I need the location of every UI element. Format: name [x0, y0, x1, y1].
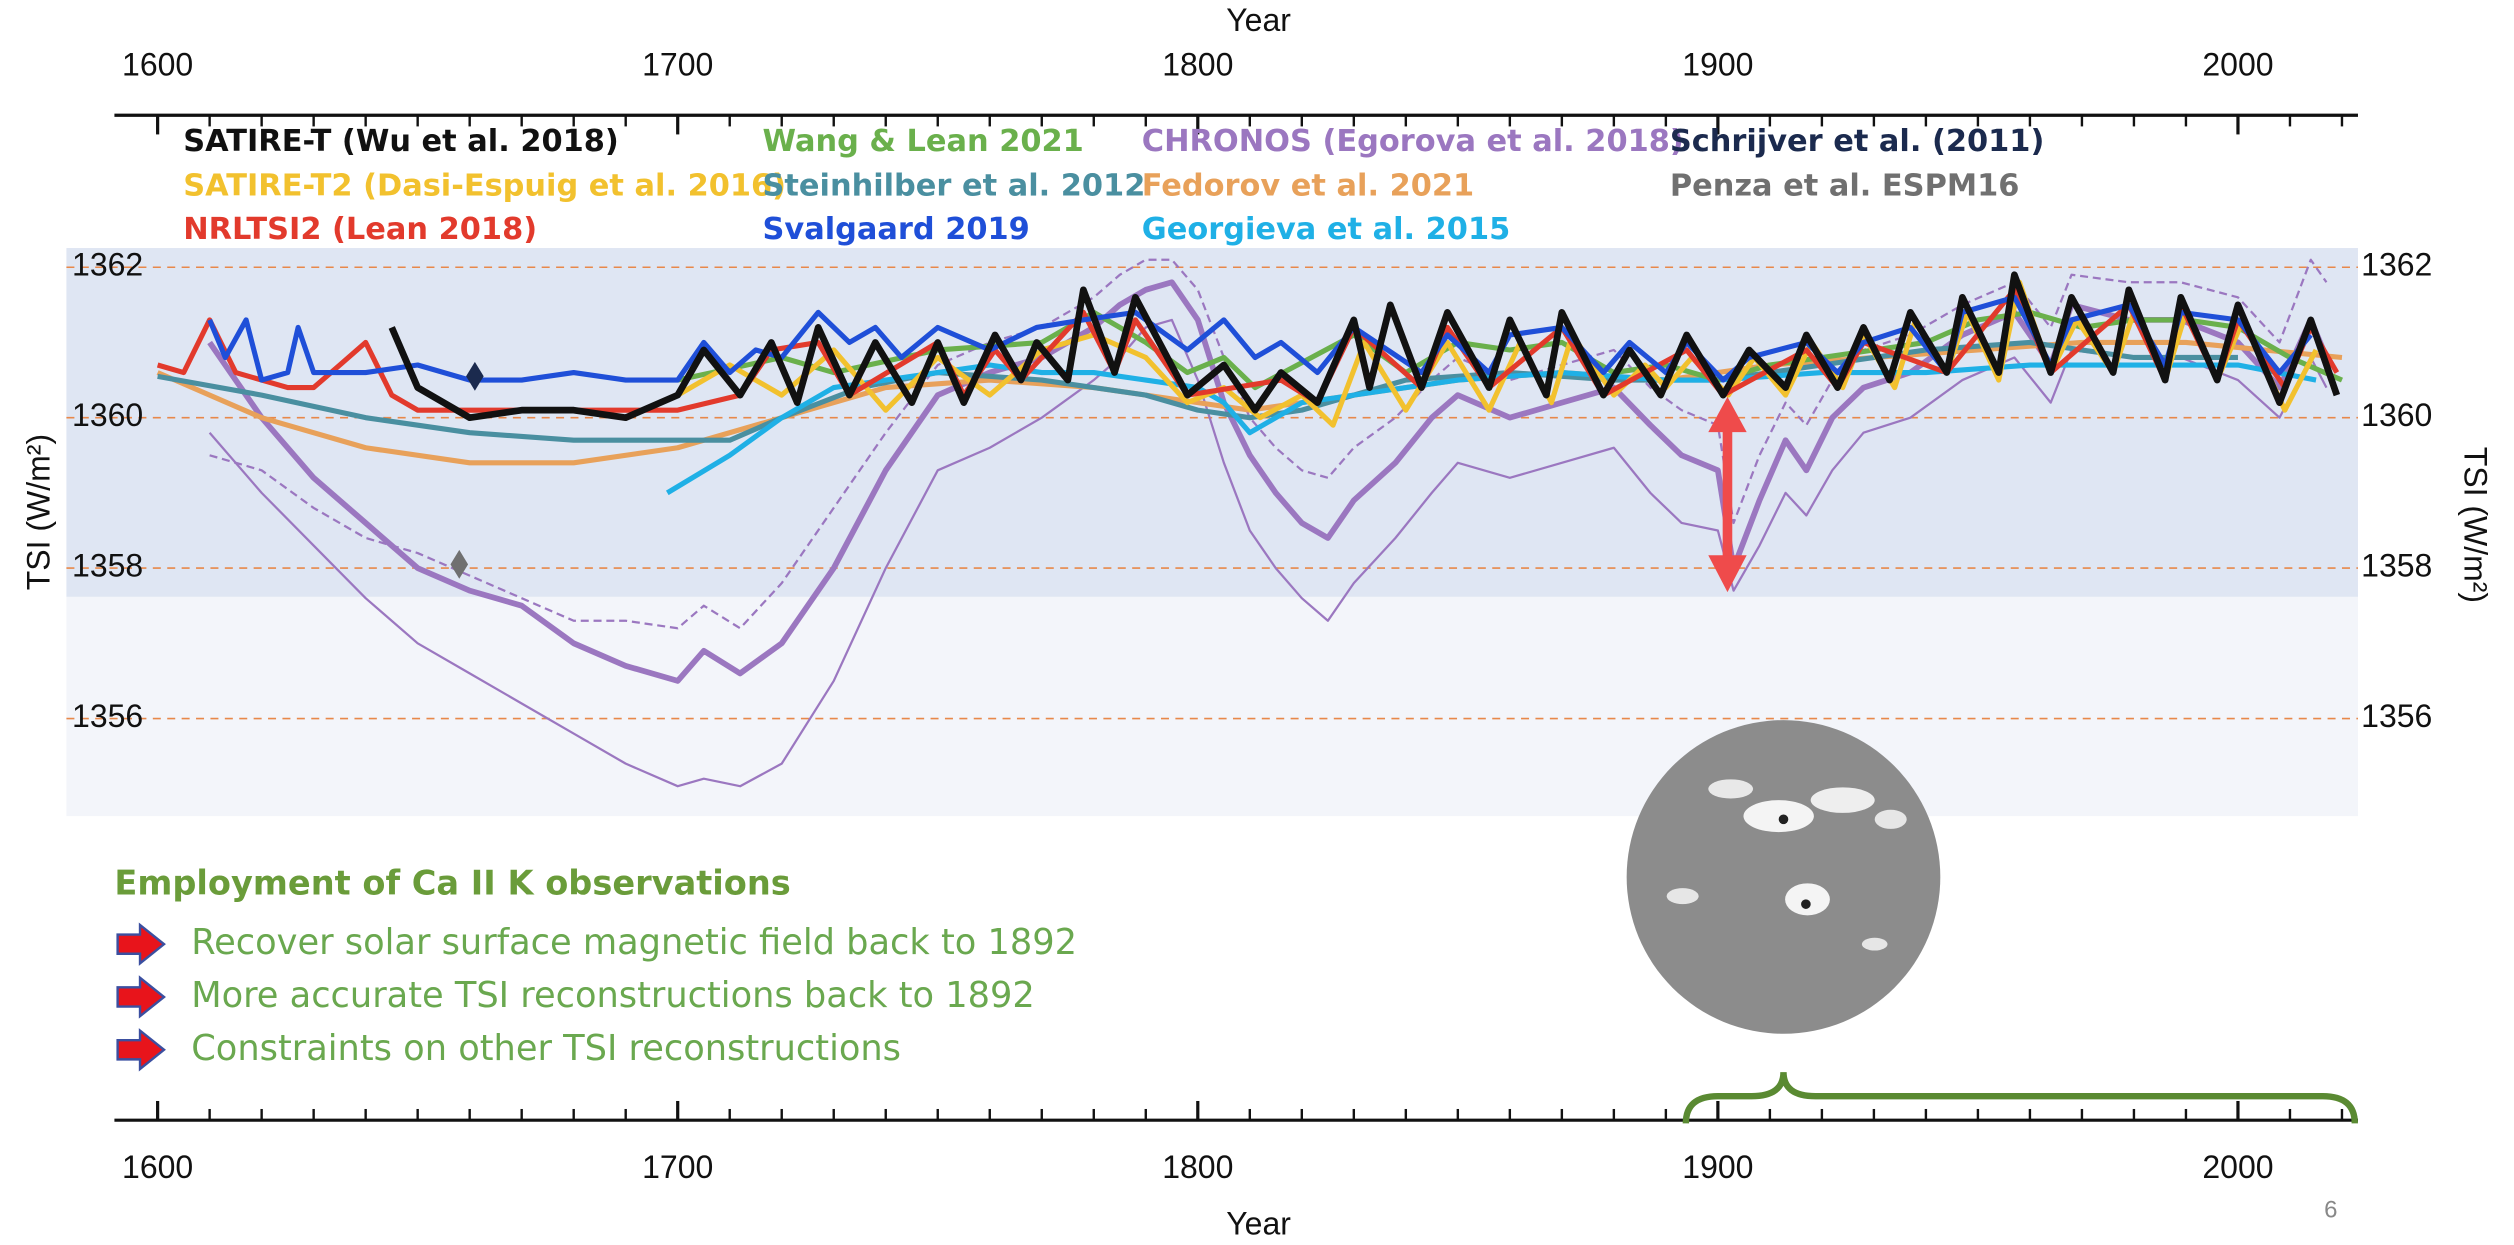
y-tick-label-right: 1362: [2361, 247, 2432, 283]
x-tick-label-bottom: 1700: [642, 1149, 713, 1185]
notes-list: Recover solar surface magnetic field bac…: [118, 922, 1077, 1069]
bullet-text: Constraints on other TSI reconstructions: [191, 1028, 901, 1069]
page-number: 6: [2324, 1197, 2337, 1224]
y-axis-title-right: TSI (W/m²): [2458, 447, 2494, 603]
x-axis-title-top: Year: [1226, 2, 1291, 38]
bullet-arrow: [118, 1031, 164, 1069]
y-tick-label-left: 1356: [72, 698, 143, 734]
x-tick-label-bottom: 1900: [1682, 1149, 1753, 1185]
y-tick-label-right: 1360: [2361, 397, 2432, 433]
y-tick-label-left: 1362: [72, 247, 143, 283]
legend-entry: SATIRE-T (Wu et al. 2018): [183, 124, 619, 159]
legend-entry: Fedorov et al. 2021: [1142, 169, 1474, 204]
x-axis-title-bottom: Year: [1226, 1205, 1291, 1241]
legend-entry: Svalgaard 2019: [763, 212, 1030, 247]
y-tick-label-left: 1360: [72, 397, 143, 433]
legend-entry: Steinhilber et al. 2012: [763, 169, 1146, 204]
legend-entry: Schrijver et al. (2011): [1670, 124, 2044, 159]
y-tick-label-right: 1356: [2361, 698, 2432, 734]
plot-background: [66, 597, 2358, 816]
legend-entry: Wang & Lean 2021: [763, 124, 1084, 159]
x-tick-label-bottom: 1600: [122, 1149, 193, 1185]
bullet-text: Recover solar surface magnetic field bac…: [191, 922, 1077, 963]
legend-entry: Georgieva et al. 2015: [1142, 212, 1510, 247]
x-tick-label-top: 1600: [122, 47, 193, 83]
legend-entry: SATIRE-T2 (Dasi-Espuig et al. 2016): [183, 169, 786, 204]
legend-entry: CHRONOS (Egorova et al. 2018): [1142, 124, 1684, 159]
x-tick-label-top: 2000: [2202, 47, 2273, 83]
x-tick-label-top: 1800: [1162, 47, 1233, 83]
y-axis-title-left: TSI (W/m²): [20, 434, 56, 590]
x-tick-label-top: 1700: [642, 47, 713, 83]
x-tick-label-top: 1900: [1682, 47, 1753, 83]
notes-heading: Employment of Ca II K observations: [114, 863, 790, 902]
slide: Year Year TSI (W/m²) TSI (W/m²) Employme…: [0, 0, 2514, 1245]
y-tick-label-left: 1358: [72, 548, 143, 584]
bullet-arrow: [118, 978, 164, 1016]
y-tick-label-right: 1358: [2361, 548, 2432, 584]
bullet-arrow: [118, 925, 164, 963]
period-brace: [1686, 1072, 2355, 1123]
x-tick-label-bottom: 1800: [1162, 1149, 1233, 1185]
bullet-text: More accurate TSI reconstructions back t…: [191, 975, 1035, 1016]
x-tick-label-bottom: 2000: [2202, 1149, 2273, 1185]
sun-image: [1627, 720, 1941, 1034]
legend-entry: NRLTSI2 (Lean 2018): [183, 212, 537, 247]
legend-entry: Penza et al. ESPM16: [1670, 169, 2020, 204]
